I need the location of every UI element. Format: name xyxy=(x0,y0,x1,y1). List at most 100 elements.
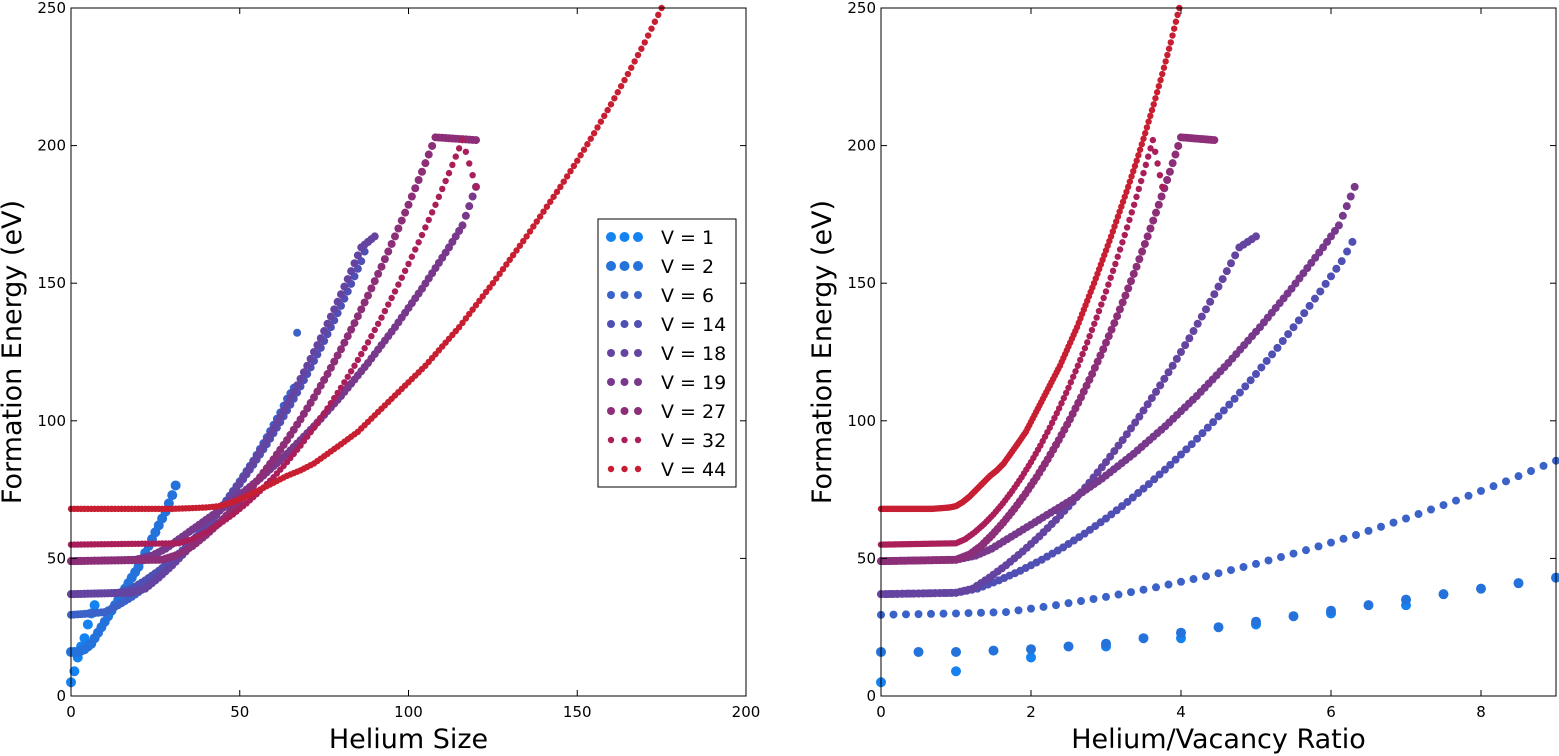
data-point xyxy=(405,260,412,268)
data-point xyxy=(385,301,392,308)
legend-marker xyxy=(607,465,615,473)
data-point xyxy=(310,424,318,431)
x-tick-label: 100 xyxy=(394,703,423,721)
data-point xyxy=(452,153,459,160)
data-point xyxy=(472,302,480,309)
data-point xyxy=(374,269,383,278)
data-point xyxy=(1206,297,1215,306)
data-point xyxy=(597,118,605,125)
data-point xyxy=(388,294,395,302)
legend-label: V = 1 xyxy=(661,227,714,249)
data-point xyxy=(401,208,410,217)
legend-marker xyxy=(620,378,629,386)
data-point xyxy=(1214,412,1223,421)
data-point xyxy=(1168,361,1177,370)
x-tick-label: 200 xyxy=(732,703,761,721)
data-point xyxy=(354,356,362,364)
data-point xyxy=(1127,588,1135,597)
data-point xyxy=(543,203,551,210)
data-point xyxy=(1305,301,1314,310)
data-point xyxy=(334,389,341,397)
data-point xyxy=(415,239,422,246)
data-point xyxy=(1072,368,1079,375)
data-point xyxy=(951,666,961,677)
data-point xyxy=(1262,356,1271,365)
data-point xyxy=(1164,580,1173,589)
data-point xyxy=(1162,58,1169,65)
data-point xyxy=(1364,526,1373,535)
data-point xyxy=(634,51,642,59)
data-point xyxy=(1251,616,1261,627)
data-point xyxy=(1143,124,1151,131)
data-point xyxy=(1063,641,1074,652)
data-point xyxy=(651,18,659,25)
data-point xyxy=(435,193,443,201)
data-point xyxy=(499,265,507,273)
data-point xyxy=(1377,522,1385,531)
data-point xyxy=(1171,455,1180,464)
data-point xyxy=(1214,569,1223,578)
data-point xyxy=(1214,282,1223,291)
data-point xyxy=(1152,95,1159,102)
data-point xyxy=(472,183,480,191)
data-point xyxy=(1118,436,1127,445)
data-point xyxy=(1231,251,1240,260)
data-point xyxy=(594,124,601,131)
data-point xyxy=(1014,606,1023,615)
legend-marker xyxy=(606,261,616,271)
data-point xyxy=(1138,247,1147,256)
x-tick-label: 150 xyxy=(563,703,592,721)
data-point xyxy=(343,275,352,284)
plot-frame xyxy=(880,7,1557,697)
data-point xyxy=(1053,410,1060,417)
legend-marker xyxy=(619,232,630,242)
data-point xyxy=(1106,452,1115,461)
data-point xyxy=(324,405,331,412)
data-point xyxy=(1116,246,1124,253)
data-point xyxy=(1210,136,1219,145)
data-point xyxy=(1101,638,1111,649)
data-point xyxy=(648,25,655,32)
data-point xyxy=(381,307,389,315)
data-point xyxy=(516,242,524,249)
data-point xyxy=(584,141,591,148)
data-point xyxy=(323,319,332,328)
data-point xyxy=(550,193,557,200)
data-point xyxy=(621,76,628,84)
data-point xyxy=(1181,341,1190,350)
data-point xyxy=(293,381,302,390)
data-point xyxy=(1170,25,1178,32)
data-point xyxy=(496,270,503,278)
data-point xyxy=(638,45,645,52)
legend-marker xyxy=(620,349,629,357)
data-point xyxy=(1086,332,1093,340)
data-point xyxy=(1150,101,1157,108)
data-point xyxy=(414,176,423,184)
data-point xyxy=(387,239,396,248)
data-point xyxy=(1142,130,1149,137)
x-tick-label: 4 xyxy=(1176,703,1186,721)
data-point xyxy=(1176,627,1186,638)
data-point xyxy=(509,251,517,259)
data-point xyxy=(1138,141,1145,148)
data-point xyxy=(320,375,329,384)
data-point xyxy=(617,82,625,90)
data-point xyxy=(1389,518,1398,527)
x-tick-label: 50 xyxy=(230,703,249,721)
data-point xyxy=(455,324,463,331)
data-point xyxy=(486,284,493,291)
data-point xyxy=(432,201,439,208)
data-point xyxy=(1052,601,1060,610)
data-point xyxy=(333,297,342,306)
data-point xyxy=(1096,351,1105,360)
data-point xyxy=(1123,188,1130,196)
y-tick-label: 250 xyxy=(847,0,876,17)
data-point xyxy=(1168,159,1177,168)
data-point xyxy=(1136,146,1144,153)
data-point xyxy=(367,284,376,293)
data-point xyxy=(989,608,998,617)
data-point xyxy=(1079,350,1086,358)
data-point xyxy=(1210,290,1219,299)
data-point xyxy=(1112,260,1119,268)
data-point xyxy=(1225,400,1234,409)
